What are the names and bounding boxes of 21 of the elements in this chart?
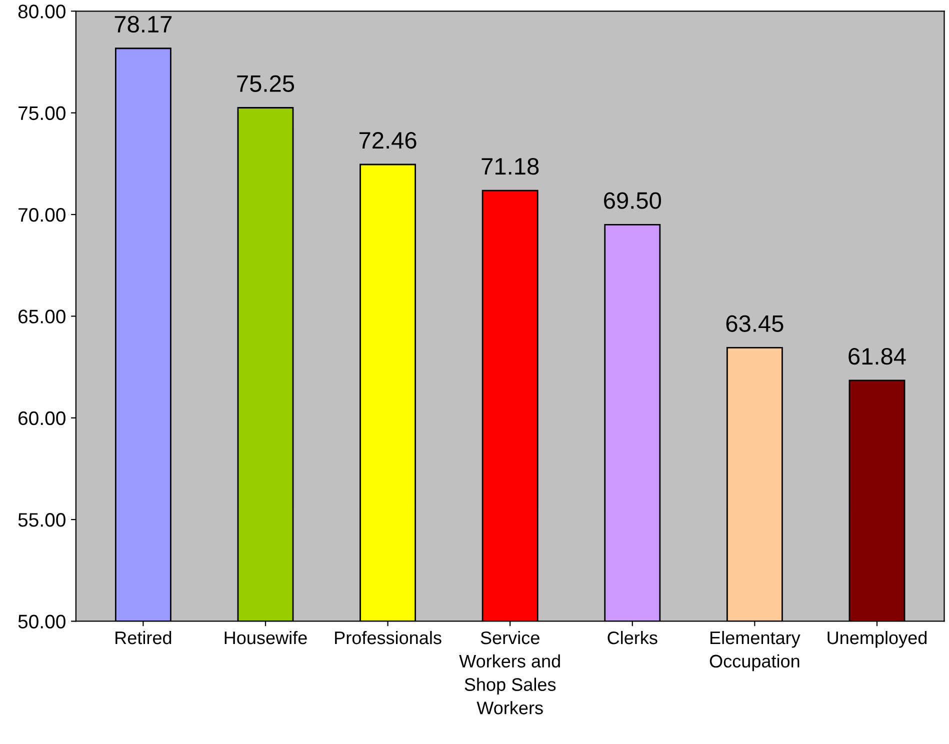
y-tick-label: 65.00 <box>18 310 66 324</box>
x-tick-label: Professionals <box>335 630 442 644</box>
data-label: 78.17 <box>114 16 172 33</box>
y-tick-label: 60.00 <box>18 411 66 426</box>
data-label: 75.25 <box>237 75 294 92</box>
x-tick-label: Elementary Occupation <box>710 630 800 672</box>
data-label: 63.45 <box>726 315 784 332</box>
y-tick-label: 75.00 <box>18 106 66 120</box>
x-tick-label: Clerks <box>608 630 658 644</box>
y-tick-label: 70.00 <box>18 208 66 222</box>
data-label: 72.46 <box>359 132 416 149</box>
y-tick-label: 80.00 <box>18 4 66 18</box>
x-tick-label: Retired <box>116 630 172 644</box>
y-tick-label: 50.00 <box>18 614 66 628</box>
x-tick-label: Service Workers and Shop Sales Workers <box>459 630 560 714</box>
y-tick-label: 55.00 <box>18 513 66 527</box>
x-tick-label: Unemployed <box>828 630 927 648</box>
data-label: 69.50 <box>604 192 662 209</box>
data-label: 71.18 <box>482 158 539 175</box>
data-label: 61.84 <box>848 348 906 365</box>
x-tick-label: Housewife <box>224 630 307 644</box>
